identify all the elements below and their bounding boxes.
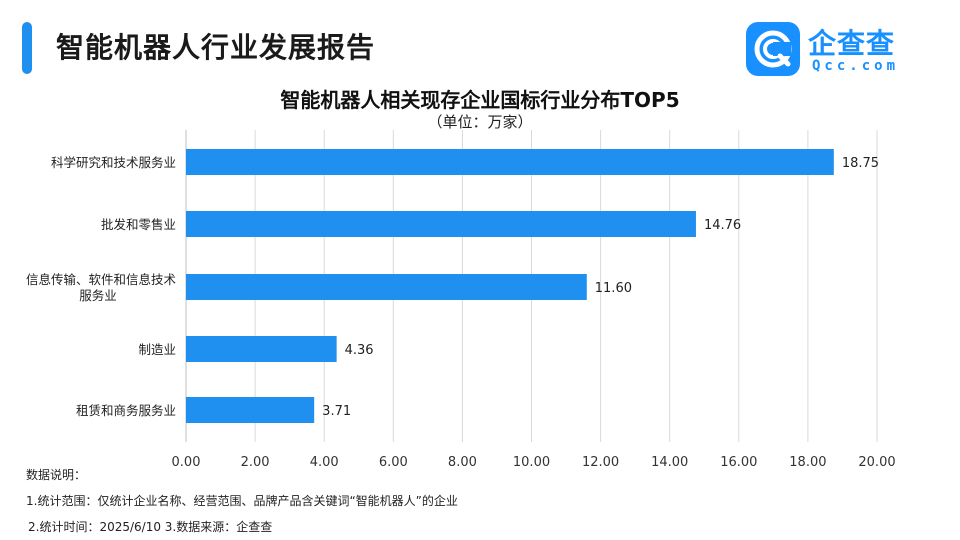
x-tick-label: 8.00 [448, 455, 477, 470]
x-tick-label: 10.00 [513, 455, 550, 470]
chart-subtitle: （单位：万家） [427, 113, 533, 131]
bar [186, 149, 834, 175]
chart-title: 智能机器人相关现存企业国标行业分布TOP5 [280, 88, 680, 112]
category-label: 科学研究和技术服务业 [51, 155, 176, 170]
notes-heading: 数据说明： [26, 468, 87, 482]
x-tick-label: 4.00 [310, 455, 339, 470]
x-tick-label: 0.00 [172, 455, 201, 470]
category-label: 信息传输、软件和信息技术服务业 [26, 272, 177, 303]
bar [186, 211, 696, 237]
x-tick-label: 2.00 [241, 455, 270, 470]
logo-domain: Qcc.com [812, 58, 900, 74]
x-tick-label: 20.00 [858, 455, 895, 470]
page-title: 智能机器人行业发展报告 [56, 31, 376, 64]
category-label: 租赁和商务服务业 [76, 403, 176, 418]
header-accent-bar [22, 22, 32, 74]
x-tick-label: 16.00 [720, 455, 757, 470]
bar [186, 397, 315, 423]
logo-name: 企查查 [808, 27, 896, 60]
category-label: 制造业 [138, 342, 176, 357]
bar [186, 274, 587, 300]
data-label: 3.71 [322, 404, 351, 419]
x-tick-label: 14.00 [651, 455, 688, 470]
x-tick-label: 6.00 [379, 455, 408, 470]
bar [186, 336, 337, 362]
notes-line-1: 1.统计范围：仅统计企业名称、经营范围、品牌产品含关键词“智能机器人”的企业 [26, 494, 458, 508]
brand-logo: 企查查 Qcc.com [746, 22, 946, 82]
data-label: 11.60 [595, 281, 632, 296]
x-tick-label: 18.00 [789, 455, 826, 470]
qcc-logo-icon [746, 22, 800, 76]
data-label: 14.76 [704, 218, 741, 233]
data-label: 18.75 [842, 156, 879, 171]
notes-line-2: 2.统计时间：2025/6/10 3.数据来源：企查查 [28, 520, 273, 534]
x-tick-label: 12.00 [582, 455, 619, 470]
category-label: 批发和零售业 [101, 217, 176, 232]
data-label: 4.36 [345, 343, 374, 358]
